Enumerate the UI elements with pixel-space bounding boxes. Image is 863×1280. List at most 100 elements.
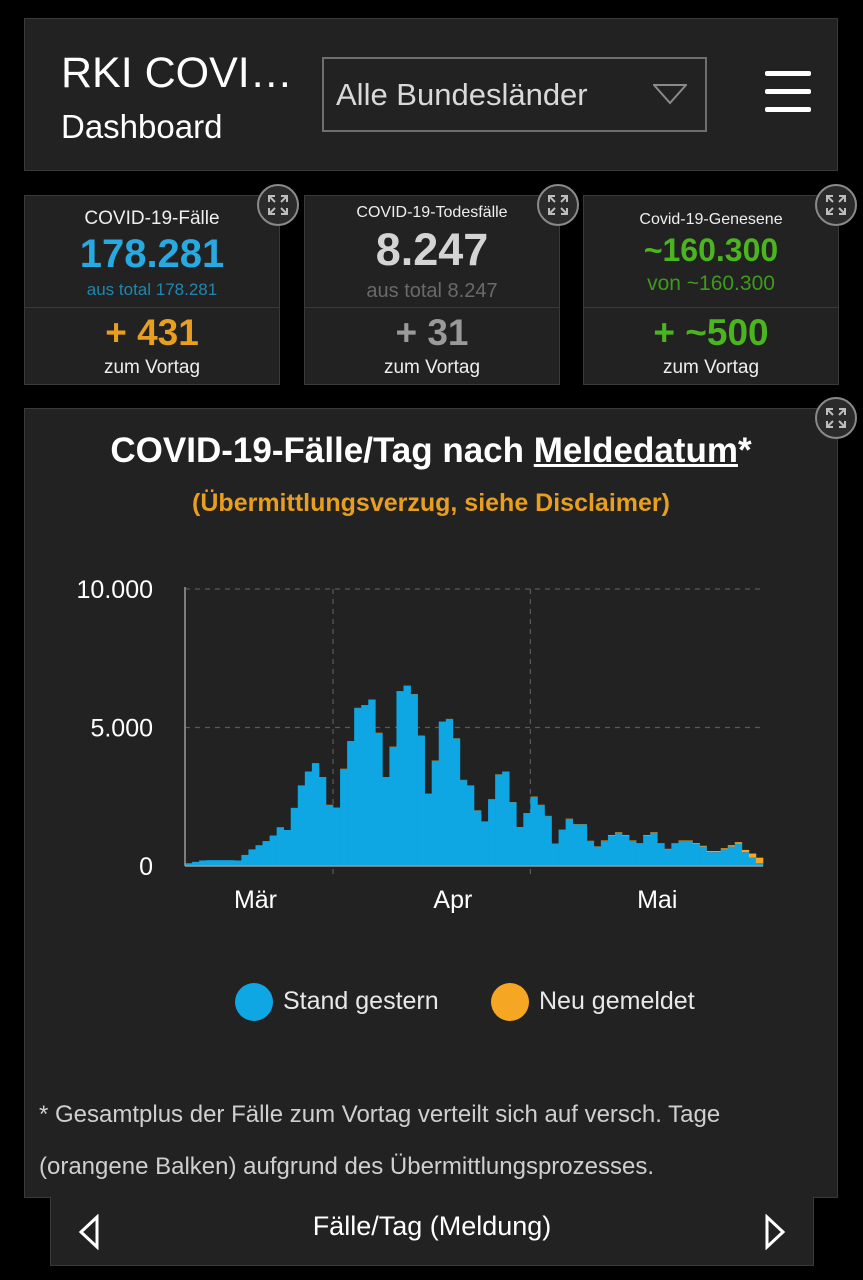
bar-stand-gestern [283, 829, 292, 866]
cases-card: COVID-19-Fälle 178.281 aus total 178.281… [24, 195, 280, 385]
y-tick-label: 0 [139, 853, 153, 881]
app-title: RKI COVI… [61, 49, 293, 97]
expand-recovered-icon[interactable] [815, 184, 857, 226]
bar-stand-gestern [600, 841, 609, 866]
bar-stand-gestern [565, 818, 573, 866]
bar-stand-gestern [544, 816, 552, 866]
recovered-delta-label: zum Vortag [662, 357, 760, 378]
previous-arrow-icon[interactable] [77, 1214, 101, 1250]
legend-stand-gestern[interactable]: Stand gestern [235, 981, 455, 1025]
chart-panel: COVID-19-Fälle/Tag nach Meldedatum* (Übe… [24, 408, 838, 1198]
bar-neu-gemeldet [699, 845, 707, 847]
deaths-delta-label: zum Vortag [383, 357, 481, 378]
chart-subtitle[interactable]: (Übermittlungsverzug, siehe Disclaimer) [192, 489, 670, 517]
bar-stand-gestern [523, 813, 531, 866]
bar-neu-gemeldet [748, 853, 757, 858]
bottom-nav: Fälle/Tag (Meldung) [50, 1197, 814, 1266]
next-arrow-icon[interactable] [763, 1214, 787, 1250]
bar-stand-gestern [459, 780, 468, 866]
menu-icon[interactable] [765, 71, 811, 115]
bar-stand-gestern [481, 821, 489, 866]
bar-stand-gestern [340, 769, 348, 866]
y-tick-label: 5.000 [90, 715, 153, 743]
bar-stand-gestern [368, 699, 376, 866]
bar-neu-gemeldet [734, 842, 743, 844]
region-dropdown-value: Alle Bundesländer [336, 77, 588, 112]
bar-stand-gestern [333, 807, 341, 866]
bar-neu-gemeldet [657, 843, 665, 844]
x-tick-label: Mär [234, 886, 277, 914]
bar-stand-gestern [586, 841, 595, 866]
bar-stand-gestern [297, 785, 306, 866]
bar-stand-gestern [466, 785, 475, 866]
region-dropdown[interactable]: Alle Bundesländer [322, 57, 707, 132]
chart-footnote: * Gesamtplus der Fälle zum Vortag vertei… [39, 1101, 721, 1180]
nav-view-label: Fälle/Tag (Meldung) [312, 1211, 552, 1241]
cases-title: COVID-19-Fälle [84, 208, 220, 229]
bar-neu-gemeldet [664, 848, 672, 850]
bar-stand-gestern [382, 777, 390, 866]
bar-stand-gestern [361, 705, 369, 866]
bar-stand-gestern [692, 843, 700, 866]
deaths-delta: + 31 [395, 312, 469, 353]
cases-value: 178.281 [79, 232, 225, 276]
bar-stand-gestern [530, 796, 538, 866]
chart-title-suffix: * [737, 431, 752, 470]
legend-label-stand-gestern: Stand gestern [283, 987, 439, 1015]
bar-neu-gemeldet [636, 843, 644, 844]
bar-stand-gestern [607, 835, 616, 866]
bar-stand-gestern [579, 824, 588, 866]
bar-stand-gestern [720, 849, 729, 866]
bar-neu-gemeldet [727, 845, 736, 847]
bar-stand-gestern [643, 835, 651, 866]
x-tick-label: Mai [637, 886, 677, 914]
bar-stand-gestern [375, 733, 383, 866]
bar-stand-gestern [699, 846, 707, 866]
bar-neu-gemeldet [706, 851, 714, 853]
bar-stand-gestern [410, 694, 418, 866]
bar-stand-gestern [227, 860, 235, 866]
bar-stand-gestern [220, 860, 228, 866]
bar-stand-gestern [403, 685, 411, 866]
expand-deaths-icon[interactable] [537, 184, 579, 226]
meldedatum-link[interactable]: Meldedatum [533, 431, 738, 470]
chart-title: COVID-19-Fälle/Tag nach Meldedatum* [25, 431, 837, 471]
bar-neu-gemeldet [643, 834, 651, 836]
bar-stand-gestern [417, 735, 425, 866]
bar-stand-gestern [685, 841, 693, 866]
deaths-value: 8.247 [375, 224, 489, 275]
legend-dot-orange [491, 983, 529, 1021]
bar-stand-gestern [192, 861, 200, 866]
bar-stand-gestern [255, 845, 263, 866]
bar-neu-gemeldet [720, 848, 729, 850]
bar-neu-gemeldet [600, 840, 609, 842]
bar-neu-gemeldet [685, 840, 693, 842]
bar-stand-gestern [304, 771, 313, 866]
bar-stand-gestern [206, 860, 214, 866]
bar-stand-gestern [706, 852, 714, 866]
bar-stand-gestern [431, 760, 440, 866]
bar-stand-gestern [269, 835, 277, 866]
expand-chart-icon[interactable] [815, 397, 857, 439]
bar-stand-gestern [741, 852, 750, 866]
bar-neu-gemeldet [678, 840, 686, 842]
bar-stand-gestern [495, 774, 503, 866]
bar-neu-gemeldet [692, 843, 700, 844]
expand-cases-icon[interactable] [257, 184, 299, 226]
deaths-card: COVID-19-Todesfälle 8.247 aus total 8.24… [304, 195, 560, 385]
cases-bar-chart[interactable]: 10.000 5.000 0 Mär Apr Mai [25, 559, 837, 939]
bar-stand-gestern [234, 860, 242, 866]
recovered-value: ~160.300 [643, 232, 779, 268]
bar-stand-gestern [354, 708, 362, 866]
header-panel: RKI COVI… Dashboard Alle Bundesländer [24, 18, 838, 171]
deaths-title: COVID-19-Todesfälle [356, 204, 508, 221]
bar-stand-gestern [551, 843, 559, 866]
bar-stand-gestern [389, 746, 397, 866]
bar-stand-gestern [671, 843, 679, 866]
bar-stand-gestern [516, 827, 524, 866]
chart-title-prefix: COVID-19-Fälle/Tag nach [110, 431, 534, 470]
legend-neu-gemeldet[interactable]: Neu gemeldet [491, 981, 731, 1025]
bar-stand-gestern [445, 719, 454, 866]
recovered-title: Covid-19-Genesene [639, 211, 783, 228]
bar-stand-gestern [347, 741, 355, 866]
